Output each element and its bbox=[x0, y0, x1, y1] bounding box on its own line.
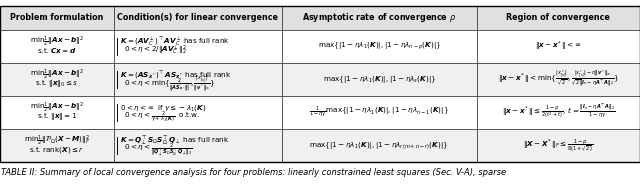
Bar bbox=[0, 63, 114, 96]
Text: $\|\boldsymbol{x}-\boldsymbol{x}^*\|<\infty$: $\|\boldsymbol{x}-\boldsymbol{x}^*\|<\in… bbox=[535, 40, 582, 53]
Text: $\min \frac{1}{2}\|\boldsymbol{A}\boldsymbol{x}-\boldsymbol{b}\|^2$: $\min \frac{1}{2}\|\boldsymbol{A}\boldsy… bbox=[30, 101, 84, 115]
Text: $\|\boldsymbol{x}-\boldsymbol{x}^*\|<\min\{\frac{|x^*_{[s]}|}{\sqrt{2}},\frac{|x: $\|\boldsymbol{x}-\boldsymbol{x}^*\|<\mi… bbox=[498, 69, 619, 89]
Text: $\boldsymbol{K}=\boldsymbol{Q}_\perp^\top\boldsymbol{S}_\Omega\boldsymbol{S}_\Om: $\boldsymbol{K}=\boldsymbol{Q}_\perp^\to… bbox=[120, 135, 230, 147]
Text: Condition(s) for linear convergence: Condition(s) for linear convergence bbox=[117, 13, 278, 22]
Bar bbox=[477, 96, 640, 129]
Bar bbox=[282, 63, 477, 96]
Bar bbox=[477, 30, 640, 63]
Text: $\min \frac{1}{2}\|\boldsymbol{A}\boldsymbol{x}-\boldsymbol{b}\|^2$: $\min \frac{1}{2}\|\boldsymbol{A}\boldsy… bbox=[30, 68, 84, 82]
Text: Problem formulation: Problem formulation bbox=[10, 13, 104, 22]
Text: $0<\eta<2/\|\boldsymbol{AV}_C^\perp\|_2^2$: $0<\eta<2/\|\boldsymbol{AV}_C^\perp\|_2^… bbox=[124, 44, 186, 57]
Bar bbox=[0, 6, 640, 162]
Bar bbox=[114, 6, 282, 30]
Text: Region of convergence: Region of convergence bbox=[506, 13, 611, 22]
Bar bbox=[114, 96, 282, 129]
Bar bbox=[114, 129, 282, 162]
Bar bbox=[114, 30, 282, 63]
Bar bbox=[0, 6, 114, 30]
Text: $0<\eta<\min\{\frac{2}{\|\boldsymbol{AS}_{\boldsymbol{x}^*}\|_2^2},\frac{|x^*_{[: $0<\eta<\min\{\frac{2}{\|\boldsymbol{AS}… bbox=[124, 73, 215, 94]
Text: $0<\eta<\infty\;$ if $\gamma\leq-\lambda_1(\boldsymbol{K})$: $0<\eta<\infty\;$ if $\gamma\leq-\lambda… bbox=[120, 103, 207, 113]
Text: s.t. $\|\boldsymbol{x}\|_0\leq s$: s.t. $\|\boldsymbol{x}\|_0\leq s$ bbox=[35, 78, 79, 89]
Bar bbox=[282, 6, 477, 30]
Bar bbox=[0, 30, 114, 63]
Bar bbox=[477, 63, 640, 96]
Bar bbox=[0, 129, 114, 162]
Bar bbox=[0, 96, 114, 129]
Text: $\max\{|1-\eta\lambda_1(\boldsymbol{K})|,|1-\eta\lambda_{n-p}(\boldsymbol{K})|\}: $\max\{|1-\eta\lambda_1(\boldsymbol{K})|… bbox=[317, 41, 441, 52]
Bar bbox=[477, 129, 640, 162]
Bar bbox=[282, 30, 477, 63]
Text: $\|\boldsymbol{X}-\boldsymbol{X}^*\|_F\leq\frac{1-\rho}{8(1+\sqrt{2})}$: $\|\boldsymbol{X}-\boldsymbol{X}^*\|_F\l… bbox=[523, 137, 594, 154]
Bar bbox=[282, 129, 477, 162]
Text: $\min \frac{1}{2}\|\mathcal{P}_\Omega(\boldsymbol{X}-\boldsymbol{M})\|_F^2$: $\min \frac{1}{2}\|\mathcal{P}_\Omega(\b… bbox=[24, 134, 90, 148]
Bar bbox=[282, 96, 477, 129]
Text: $\boldsymbol{K}=(\boldsymbol{AV}_C^\perp)^\top\boldsymbol{AV}_C^\perp$ has full : $\boldsymbol{K}=(\boldsymbol{AV}_C^\perp… bbox=[120, 36, 230, 48]
Text: s.t. rank$(\boldsymbol{X})\leq r$: s.t. rank$(\boldsymbol{X})\leq r$ bbox=[29, 145, 84, 155]
Text: $\frac{1}{1-\eta\gamma}\max\{|1-\eta\lambda_1(\boldsymbol{K})|,|1-\eta\lambda_{n: $\frac{1}{1-\eta\gamma}\max\{|1-\eta\lam… bbox=[309, 105, 449, 120]
Text: $0<\eta<\frac{2}{\|\boldsymbol{Q}_\perp^\top\boldsymbol{S}_\Omega\boldsymbol{S}_: $0<\eta<\frac{2}{\|\boldsymbol{Q}_\perp^… bbox=[124, 141, 192, 158]
Bar bbox=[477, 6, 640, 30]
Text: $0<\eta<\frac{2}{\gamma+\lambda_1(\boldsymbol{K})}\;$ o.t.w.: $0<\eta<\frac{2}{\gamma+\lambda_1(\bolds… bbox=[124, 109, 200, 124]
Text: $\min \frac{1}{2}\|\boldsymbol{A}\boldsymbol{x}-\boldsymbol{b}\|^2$: $\min \frac{1}{2}\|\boldsymbol{A}\boldsy… bbox=[30, 35, 84, 49]
Text: $\|\boldsymbol{x}-\boldsymbol{x}^*\|\leq\frac{1-\rho}{2(t^2+t)},\;t=\frac{\|\bol: $\|\boldsymbol{x}-\boldsymbol{x}^*\|\leq… bbox=[502, 103, 615, 121]
Text: $\max\{|1-\eta\lambda_1(\boldsymbol{K})|,|1-\eta\lambda_{r(m+n-r)}(\boldsymbol{K: $\max\{|1-\eta\lambda_1(\boldsymbol{K})|… bbox=[310, 140, 449, 151]
Text: TABLE II: Summary of local convergence analysis for four problems: linearly cons: TABLE II: Summary of local convergence a… bbox=[1, 169, 506, 177]
Text: s.t. $\boldsymbol{Cx}=\boldsymbol{d}$: s.t. $\boldsymbol{Cx}=\boldsymbol{d}$ bbox=[37, 46, 77, 55]
Text: Asymptotic rate of convergence $\rho$: Asymptotic rate of convergence $\rho$ bbox=[302, 11, 456, 24]
Text: $\max\{|1-\eta\lambda_1(\boldsymbol{K})|,|1-\eta\lambda_s(\boldsymbol{K})|\}$: $\max\{|1-\eta\lambda_1(\boldsymbol{K})|… bbox=[323, 74, 436, 85]
Text: $\boldsymbol{K}=(\boldsymbol{AS}_{\boldsymbol{x}^*})^\top\boldsymbol{AS}_{\bolds: $\boldsymbol{K}=(\boldsymbol{AS}_{\bolds… bbox=[120, 69, 232, 81]
Text: s.t. $\|\boldsymbol{x}\|=1$: s.t. $\|\boldsymbol{x}\|=1$ bbox=[36, 111, 77, 122]
Bar bbox=[114, 63, 282, 96]
